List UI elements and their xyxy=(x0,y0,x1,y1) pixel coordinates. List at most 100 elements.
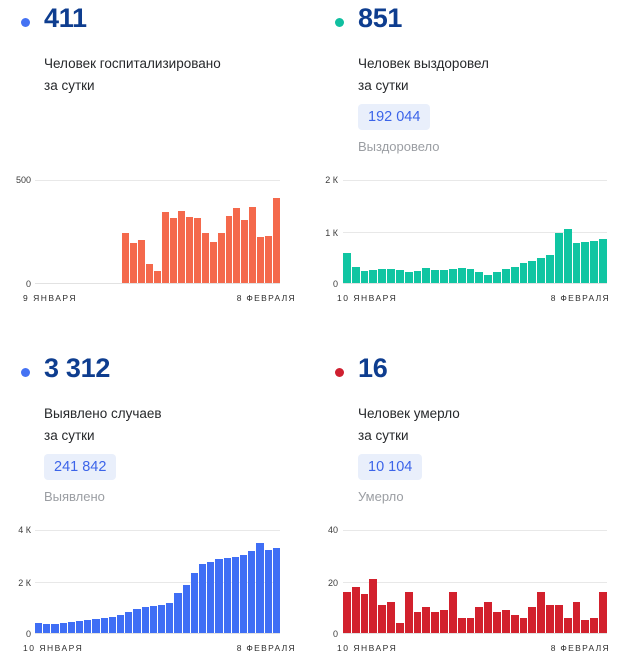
chart-bar xyxy=(369,269,378,283)
bars-container xyxy=(35,530,281,633)
x-label-end: 8 ФЕВРАЛЯ xyxy=(236,293,296,303)
chart-bar xyxy=(554,232,563,283)
y-tick-zero: 0 xyxy=(332,629,338,639)
stat-dot-icon xyxy=(21,368,30,377)
chart-bar xyxy=(133,609,141,633)
chart-bar xyxy=(272,547,281,633)
panel-deaths: 16 Человек умерло за сутки 10 104 Умерло … xyxy=(314,350,628,661)
subtitle-line-1: Человек умерло xyxy=(358,406,460,421)
y-tick-max: 500 xyxy=(15,175,31,185)
chart-bar xyxy=(431,612,440,633)
chart-bar xyxy=(51,623,59,633)
total-badge-label: Выздоровело xyxy=(358,139,440,154)
chart-bar xyxy=(519,263,528,283)
chart-bar xyxy=(448,269,457,283)
chart-bar xyxy=(122,233,130,283)
chart-bar xyxy=(563,229,572,283)
chart-bar xyxy=(528,607,537,633)
y-tick-max: 2 К xyxy=(325,175,338,185)
chart-bar xyxy=(537,257,546,283)
chart-bar xyxy=(378,604,387,633)
chart-bar xyxy=(475,607,484,633)
hospitalized-bar-chart xyxy=(35,180,281,284)
chart-bar xyxy=(519,617,528,633)
chart-bar xyxy=(154,271,161,283)
chart-bar xyxy=(387,268,395,283)
chart-bar xyxy=(404,272,413,283)
chart-bar xyxy=(422,607,431,633)
x-label-start: 9 ЯНВАРЯ xyxy=(23,293,78,303)
chart-bar xyxy=(177,210,185,283)
chart-bar xyxy=(590,241,599,283)
gridline-top xyxy=(343,180,607,181)
chart-bar xyxy=(190,572,199,633)
bars-container xyxy=(35,180,281,283)
stat-value: 16 xyxy=(358,353,388,383)
stat-dot-icon xyxy=(335,18,344,27)
y-tick-max: 4 К xyxy=(18,525,31,535)
gridline-top xyxy=(35,530,280,531)
subtitle-line-2: за сутки xyxy=(44,428,95,443)
bars-container xyxy=(343,530,607,633)
stat-subtitle: Человек умерло за сутки xyxy=(358,403,460,447)
chart-bar xyxy=(440,609,448,633)
chart-bar xyxy=(475,271,484,283)
chart-bar xyxy=(448,591,457,633)
bars-container xyxy=(343,180,607,283)
chart-bar xyxy=(158,604,166,633)
total-badge-label: Выявлено xyxy=(44,489,105,504)
chart-bar xyxy=(35,623,43,633)
x-label-end: 8 ФЕВРАЛЯ xyxy=(550,293,610,303)
chart-bar xyxy=(256,543,264,633)
chart-bar xyxy=(174,593,182,633)
chart-bar xyxy=(231,556,240,633)
x-label-start: 10 ЯНВАРЯ xyxy=(337,293,398,303)
total-badge: 192 044 xyxy=(358,104,431,130)
chart-bar xyxy=(501,609,510,633)
chart-bar xyxy=(501,269,510,283)
chart-bar xyxy=(572,602,581,633)
stat-value: 411 xyxy=(44,3,87,33)
deaths-bar-chart xyxy=(343,530,607,634)
chart-bar xyxy=(484,274,493,283)
chart-bar xyxy=(343,591,351,633)
stat-value: 3 312 xyxy=(44,353,111,383)
x-label-end: 8 ФЕВРАЛЯ xyxy=(236,643,296,653)
chart-bar xyxy=(599,591,607,633)
chart-bar xyxy=(351,586,360,633)
y-tick-mid: 20 xyxy=(327,578,338,588)
chart-bar xyxy=(249,207,257,283)
chart-bar xyxy=(185,217,193,283)
chart-bar xyxy=(241,219,249,283)
y-tick-max: 40 xyxy=(327,525,338,535)
subtitle-line-1: Человек выздоровел xyxy=(358,56,489,71)
chart-bar xyxy=(265,235,273,283)
panel-recovered: 851 Человек выздоровел за сутки 192 044 В… xyxy=(314,0,628,340)
y-tick-zero: 0 xyxy=(25,629,31,639)
total-badge: 241 842 xyxy=(44,454,117,480)
chart-bar xyxy=(240,554,248,633)
chart-bar xyxy=(457,617,466,633)
chart-bar xyxy=(387,602,395,633)
chart-bar xyxy=(572,242,581,283)
chart-bar xyxy=(581,620,590,633)
subtitle-line-1: Человек госпитализировано xyxy=(44,56,221,71)
gridline-baseline xyxy=(35,283,280,284)
stat-value: 851 xyxy=(358,3,403,33)
chart-bar xyxy=(360,594,369,633)
chart-bar xyxy=(590,617,599,633)
stat-subtitle: Человек госпитализировано за сутки xyxy=(44,53,221,97)
chart-bar xyxy=(510,266,519,283)
chart-bar xyxy=(431,270,440,283)
chart-bar xyxy=(100,618,108,633)
chart-bar xyxy=(117,614,125,633)
chart-bar xyxy=(581,241,590,283)
chart-bar xyxy=(108,616,117,633)
chart-bar xyxy=(217,233,225,283)
chart-bar xyxy=(76,620,84,633)
chart-bar xyxy=(193,218,201,283)
stat-dot-icon xyxy=(335,368,344,377)
chart-bar xyxy=(510,614,519,633)
y-tick-mid: 2 К xyxy=(18,578,31,588)
